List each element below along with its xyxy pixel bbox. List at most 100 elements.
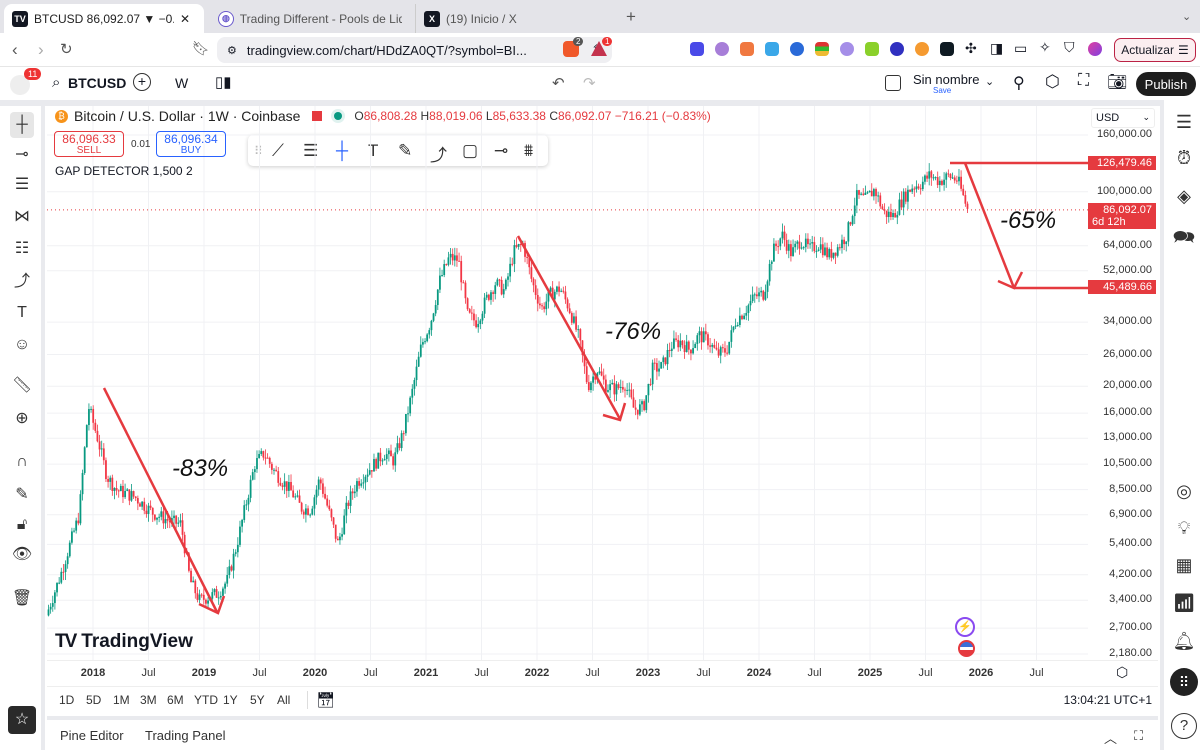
calendar-icon[interactable]: ▦ xyxy=(1175,555,1193,575)
update-button[interactable]: Actualizar ☰ xyxy=(1114,38,1196,62)
publish-button[interactable]: Publish xyxy=(1136,72,1196,96)
range-button-3m[interactable]: 3M xyxy=(140,693,157,707)
range-button-ytd[interactable]: YTD xyxy=(194,693,218,707)
axis-settings-icon[interactable]: ⬡ xyxy=(1116,664,1129,680)
emoji-icon[interactable]: ☺ xyxy=(13,336,31,353)
extension-icon[interactable] xyxy=(765,42,779,56)
buy-button[interactable]: 86,096.34 BUY xyxy=(156,131,226,157)
save-button[interactable]: Save xyxy=(933,86,952,95)
us-flag-economic-event-icon[interactable] xyxy=(958,640,975,657)
close-tab-icon[interactable]: ✕ xyxy=(180,11,191,26)
extensions-puzzle-icon[interactable]: ✣ xyxy=(965,40,977,56)
clock[interactable]: 13:04:21 UTC+1 xyxy=(1063,693,1152,707)
extension-icon[interactable] xyxy=(940,42,954,56)
extension-icon[interactable] xyxy=(840,42,854,56)
sell-button[interactable]: 86,096.33 SELL xyxy=(54,131,124,157)
interval-selector[interactable]: W xyxy=(175,75,189,91)
reload-button[interactable]: ↻ xyxy=(60,41,73,58)
fib-tools-icon[interactable]: ☰ xyxy=(14,176,30,193)
ruler-icon[interactable]: 📏︎ xyxy=(11,377,33,394)
alarm-clock-icon[interactable]: ⏰︎ xyxy=(1176,148,1192,168)
currency-selector[interactable]: USD ⌄ xyxy=(1091,108,1155,128)
ideas-icon[interactable]: 💡︎ xyxy=(1177,518,1191,538)
bookmark-icon[interactable]: 🔖︎ xyxy=(192,40,210,56)
leo-ai-icon[interactable]: ✧ xyxy=(1039,39,1051,55)
search-icon[interactable]: ⌕ xyxy=(52,74,61,91)
range-button-1d[interactable]: 1D xyxy=(59,693,75,707)
text-tool-icon[interactable]: T xyxy=(368,141,379,160)
trash-icon[interactable]: 🗑︎ xyxy=(11,590,33,607)
crosshair-icon[interactable]: ┼ xyxy=(10,112,34,138)
chevron-down-icon[interactable]: ⌄ xyxy=(985,76,995,88)
expand-panel-icon[interactable]: ︿ xyxy=(1104,731,1118,746)
camera-icon[interactable]: 📷︎ xyxy=(1107,74,1128,91)
fullscreen-icon[interactable]: ⛶ xyxy=(1078,72,1090,89)
zoom-in-icon[interactable]: ⊕ xyxy=(15,410,29,427)
lock-drawing-icon[interactable]: ✎ xyxy=(15,486,29,503)
extension-icon[interactable] xyxy=(790,42,804,56)
projection-icon[interactable]: ⩩ xyxy=(524,141,534,160)
extension-icon[interactable] xyxy=(865,42,879,56)
horizontal-ray-icon[interactable]: ⊸ xyxy=(494,141,509,160)
drag-handle-icon[interactable]: ⠿ xyxy=(254,144,263,158)
brushes-icon[interactable]: ⤴ xyxy=(13,273,30,290)
target-icon[interactable]: ◎ xyxy=(1176,481,1192,501)
maximize-panel-icon[interactable]: ⛶ xyxy=(1134,728,1144,743)
undo-button[interactable]: ↶ xyxy=(552,75,565,92)
browser-tab[interactable]: X (19) Inicio / X xyxy=(415,4,615,33)
lightning-events-icon[interactable]: ⚡ xyxy=(955,617,975,637)
chat-icon[interactable]: 🗪︎ xyxy=(1172,227,1196,247)
flag-icon[interactable] xyxy=(312,111,323,121)
range-button-1y[interactable]: 1Y xyxy=(223,693,238,707)
lock-icon[interactable]: 🔓︎ xyxy=(16,516,28,533)
drawing-arrow-2022[interactable] xyxy=(516,235,622,420)
profile-icon[interactable] xyxy=(1088,42,1102,56)
crosshair-icon[interactable]: ┼ xyxy=(336,141,349,160)
new-tab-button[interactable]: + xyxy=(626,7,636,26)
trend-line-icon[interactable]: ⊸ xyxy=(15,146,29,163)
apps-grid-icon[interactable]: ⠿ xyxy=(1170,668,1198,696)
sidebar-toggle-icon[interactable]: ◨ xyxy=(990,40,1004,56)
extension-icon[interactable] xyxy=(715,42,729,56)
compare-add-button[interactable]: + xyxy=(133,73,151,91)
magnet-icon[interactable]: ∩ xyxy=(16,453,28,470)
range-button-6m[interactable]: 6M xyxy=(167,693,184,707)
range-button-5d[interactable]: 5D xyxy=(86,693,102,707)
browser-tab-active[interactable]: TV BTCUSD 86,092.07 ▼ −0.83% ✕ xyxy=(4,4,204,33)
star-favorites-icon[interactable]: ☆ xyxy=(8,706,36,734)
indicator-legend[interactable]: GAP DETECTOR 1,500 2 xyxy=(55,164,193,178)
price-chart[interactable] xyxy=(47,106,1088,660)
extension-icon[interactable] xyxy=(740,42,754,56)
price-axis[interactable]: USD ⌄ 160,000.00 100,000.00 64,000.00 52,00… xyxy=(1088,106,1158,660)
time-axis[interactable]: 2018 Jul 2019 Jul 2020 Jul 2021 Jul 2022 Jul 2023 J… xyxy=(47,660,1158,684)
pattern-icon[interactable]: ⤴ xyxy=(430,146,447,165)
tab-trading-panel[interactable]: Trading Panel xyxy=(145,728,226,743)
layers-icon[interactable]: ◈ xyxy=(1177,186,1191,206)
trend-line-icon[interactable]: ⟋ xyxy=(272,141,284,160)
fib-retracement-icon[interactable]: ☰ xyxy=(303,141,319,160)
tab-pine-editor[interactable]: Pine Editor xyxy=(60,728,124,743)
settings-hexagon-icon[interactable]: ⬡ xyxy=(1045,72,1060,91)
extension-icon[interactable] xyxy=(690,42,704,56)
forward-button[interactable]: › xyxy=(38,40,44,59)
browser-tab[interactable]: ◍ Trading Different - Pools de Liquid xyxy=(210,4,410,33)
brush-icon[interactable]: ✎ xyxy=(398,141,413,160)
avatar[interactable] xyxy=(10,75,30,95)
symbol-search[interactable]: BTCUSD xyxy=(68,75,127,91)
watchlist-icon[interactable]: ☰ xyxy=(1175,112,1193,132)
rectangle-icon[interactable]: ▢ xyxy=(462,141,479,160)
back-button[interactable]: ‹ xyxy=(12,40,18,59)
layout-name[interactable]: Sin nombre xyxy=(913,72,980,87)
drawings[interactable] xyxy=(102,161,1088,615)
extension-icon[interactable] xyxy=(915,42,929,56)
help-icon[interactable]: ? xyxy=(1171,713,1197,739)
bell-icon[interactable]: 🔔︎ xyxy=(1172,631,1196,651)
redo-button[interactable]: ↷ xyxy=(583,75,596,92)
range-button-1m[interactable]: 1M xyxy=(113,693,130,707)
range-button-5y[interactable]: 5Y xyxy=(250,693,265,707)
range-button-all[interactable]: All xyxy=(277,693,291,707)
hide-drawings-eye-icon[interactable]: 👁︎ xyxy=(11,546,33,563)
text-tool-icon[interactable]: T xyxy=(17,304,27,321)
drawing-arrow-2026[interactable] xyxy=(963,162,1016,289)
broadcast-icon[interactable]: 📶︎ xyxy=(1172,593,1196,613)
